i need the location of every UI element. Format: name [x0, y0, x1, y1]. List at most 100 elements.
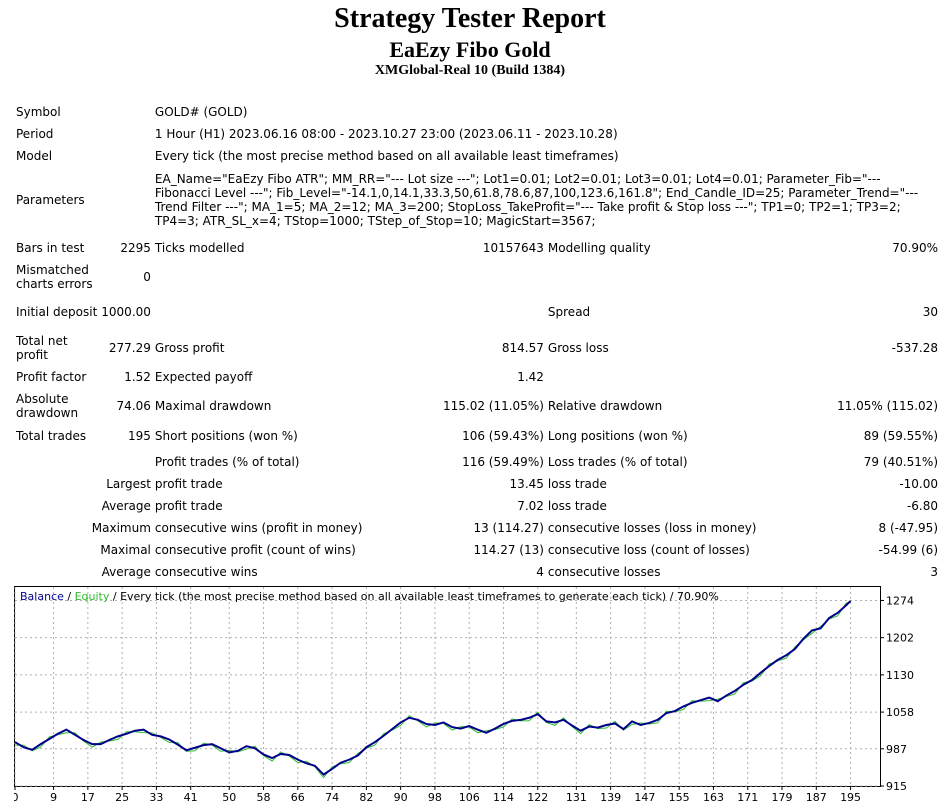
max-dd-value: 115.02 (11.05%)	[364, 391, 546, 421]
gross-profit-value: 814.57	[364, 333, 546, 363]
avg-losses-label: consecutive losses	[546, 561, 759, 583]
rel-dd-label: Relative drawdown	[546, 391, 759, 421]
symbol-value: GOLD# (GOLD)	[153, 101, 940, 123]
row-net: Total net profit 277.29 Gross profit 814…	[14, 333, 940, 363]
quality-label: Modelling quality	[546, 233, 759, 263]
y-tick-label: 915	[886, 780, 907, 793]
row-mismatch: Mismatched charts errors 0	[14, 263, 940, 291]
pf-label: Profit factor	[14, 363, 99, 391]
y-tick-label: 1130	[886, 669, 914, 682]
x-tick-label: 58	[257, 791, 271, 804]
ticks-value: 10157643	[364, 233, 546, 263]
pf-value: 1.52	[99, 363, 153, 391]
row-average-consecutive: Average consecutive wins 4 consecutive l…	[14, 561, 940, 583]
x-tick-label: 106	[459, 791, 480, 804]
x-tick-label: 155	[669, 791, 690, 804]
x-tick-label: 187	[806, 791, 827, 804]
net-label: Total net profit	[14, 333, 99, 363]
y-tick-label: 1274	[886, 594, 914, 607]
abs-dd-label: Absolute drawdown	[14, 391, 99, 421]
short-label: Short positions (won %)	[153, 421, 365, 451]
average-profit-label: profit trade	[153, 495, 365, 517]
x-tick-label: 179	[772, 791, 793, 804]
row-parameters: Parameters EA_Name="EaEzy Fibo ATR"; MM_…	[14, 167, 940, 233]
abs-dd-value: 74.06	[99, 391, 153, 421]
quality-value: 70.90%	[759, 233, 940, 263]
row-period: Period 1 Hour (H1) 2023.06.16 08:00 - 20…	[14, 123, 940, 145]
spread-value: 30	[759, 291, 940, 333]
x-tick-label: 171	[737, 791, 758, 804]
parameters-value: EA_Name="EaEzy Fibo ATR"; MM_RR="--- Lot…	[153, 167, 940, 233]
x-tick-label: 17	[81, 791, 95, 804]
deposit-label: Initial deposit	[14, 291, 99, 333]
row-drawdown: Absolute drawdown 74.06 Maximal drawdown…	[14, 391, 940, 421]
largest-profit-label: profit trade	[153, 473, 365, 495]
largest-loss-value: -10.00	[759, 473, 940, 495]
spread-label: Spread	[546, 291, 759, 333]
profit-trades-label: Profit trades (% of total)	[153, 451, 365, 473]
trades-label: Total trades	[14, 421, 99, 451]
y-tick-label: 1058	[886, 706, 914, 719]
gross-loss-label: Gross loss	[546, 333, 759, 363]
bars-value: 2295	[99, 233, 153, 263]
loss-trades-label: Loss trades (% of total)	[546, 451, 759, 473]
x-tick-label: 163	[703, 791, 724, 804]
max-dd-label: Maximal drawdown	[153, 391, 365, 421]
bars-label: Bars in test	[14, 233, 99, 263]
ticks-label: Ticks modelled	[153, 233, 365, 263]
legend-equity: Equity	[75, 590, 110, 603]
maximal-loss-label: consecutive loss (count of losses)	[546, 539, 759, 561]
trades-value: 195	[99, 421, 153, 451]
report-table: Symbol GOLD# (GOLD) Period 1 Hour (H1) 2…	[14, 101, 940, 583]
x-tick-label: 131	[566, 791, 587, 804]
gross-loss-value: -537.28	[759, 333, 940, 363]
row-symbol: Symbol GOLD# (GOLD)	[14, 101, 940, 123]
x-tick-label: 147	[634, 791, 655, 804]
x-tick-label: 33	[149, 791, 163, 804]
max-losses-value: 8 (-47.95)	[759, 517, 940, 539]
maximal-profit-value: 114.27 (13)	[364, 539, 546, 561]
row-trades: Total trades 195 Short positions (won %)…	[14, 421, 940, 451]
max-losses-label: consecutive losses (loss in money)	[546, 517, 759, 539]
x-tick-label: 41	[184, 791, 198, 804]
x-tick-label: 195	[840, 791, 861, 804]
chart-legend: Balance / Equity / Every tick (the most …	[20, 590, 719, 603]
x-tick-label: 50	[222, 791, 236, 804]
plot-frame	[15, 587, 881, 787]
maximal-profit-label: consecutive profit (count of wins)	[153, 539, 365, 561]
y-tick-label: 1202	[886, 632, 914, 645]
row-model: Model Every tick (the most precise metho…	[14, 145, 940, 167]
row-largest: Largest profit trade 13.45 loss trade -1…	[14, 473, 940, 495]
avg-losses-value: 3	[759, 561, 940, 583]
maximal-label: Maximal	[14, 539, 153, 561]
short-value: 106 (59.43%)	[364, 421, 546, 451]
x-tick-label: 9	[50, 791, 57, 804]
report-title: Strategy Tester Report	[0, 3, 940, 35]
account-info: XMGlobal-Real 10 (Build 1384)	[0, 63, 940, 79]
x-tick-label: 114	[493, 791, 514, 804]
x-tick-label: 25	[115, 791, 129, 804]
gross-profit-label: Gross profit	[153, 333, 365, 363]
rel-dd-value: 11.05% (115.02)	[759, 391, 940, 421]
long-label: Long positions (won %)	[546, 421, 759, 451]
maximal-loss-value: -54.99 (6)	[759, 539, 940, 561]
model-value: Every tick (the most precise method base…	[153, 145, 940, 167]
mismatch-value: 0	[99, 263, 153, 291]
payoff-value: 1.42	[364, 363, 546, 391]
profit-trades-value: 116 (59.49%)	[364, 451, 546, 473]
avg-wins-label: consecutive wins	[153, 561, 365, 583]
row-profit-factor: Profit factor 1.52 Expected payoff 1.42	[14, 363, 940, 391]
legend-sep-1: /	[64, 590, 75, 603]
x-tick-label: 98	[428, 791, 442, 804]
x-tick-label: 66	[291, 791, 305, 804]
x-tick-label: 82	[359, 791, 373, 804]
model-label: Model	[14, 145, 153, 167]
legend-description: Every tick (the most precise method base…	[120, 590, 719, 603]
x-tick-label: 90	[394, 791, 408, 804]
legend-sep-2: /	[109, 590, 120, 603]
loss-trades-value: 79 (40.51%)	[759, 451, 940, 473]
mismatch-label: Mismatched charts errors	[14, 263, 99, 291]
legend-balance: Balance	[20, 590, 64, 603]
